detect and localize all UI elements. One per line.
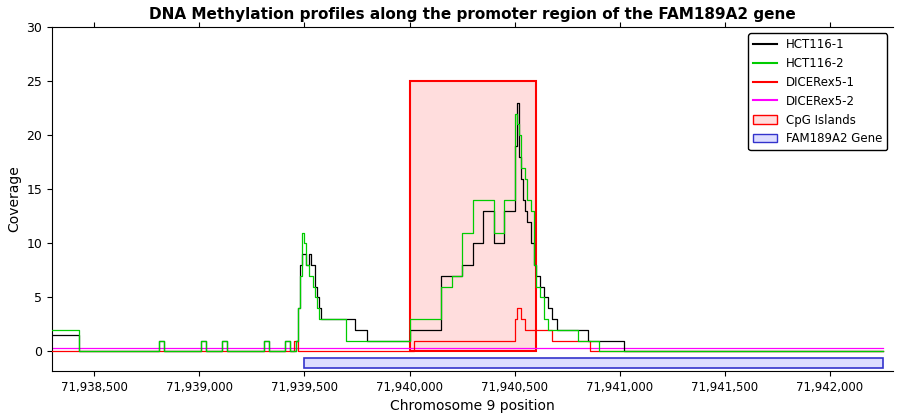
Y-axis label: Coverage: Coverage [7,165,21,232]
Bar [410,81,536,352]
Bar [304,358,883,368]
X-axis label: Chromosome 9 position: Chromosome 9 position [391,399,555,413]
Legend: HCT116-1, HCT116-2, DICERex5-1, DICERex5-2, CpG Islands, FAM189A2 Gene: HCT116-1, HCT116-2, DICERex5-1, DICERex5… [748,33,887,150]
Title: DNA Methylation profiles along the promoter region of the FAM189A2 gene: DNA Methylation profiles along the promo… [149,7,796,22]
